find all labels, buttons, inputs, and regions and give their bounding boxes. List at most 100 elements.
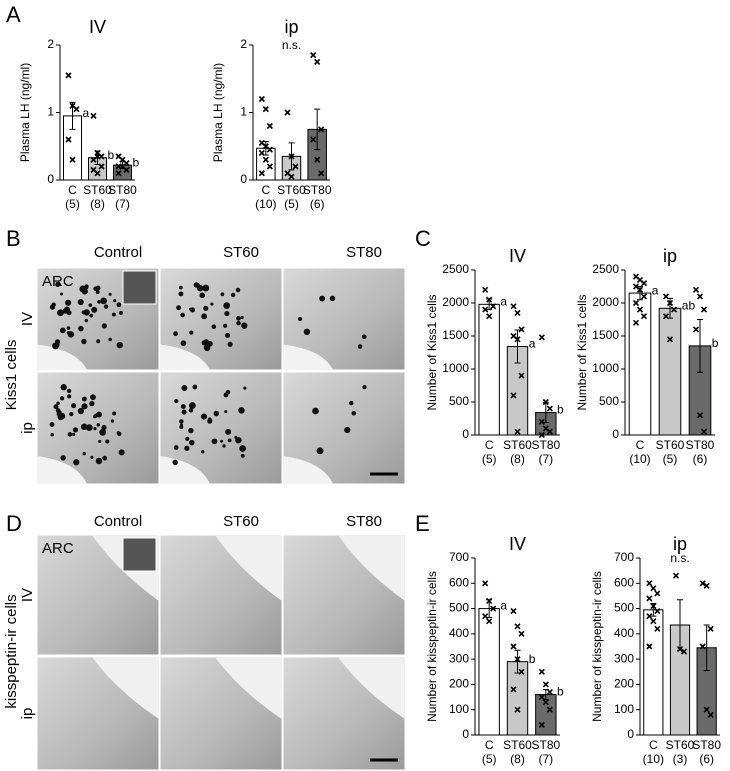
cell <box>60 292 64 296</box>
data-point <box>640 313 648 320</box>
significance-letter: a <box>500 294 507 308</box>
cell <box>57 309 64 317</box>
data-point <box>632 299 640 307</box>
y-tick-label: 0 <box>47 172 54 186</box>
cell <box>110 419 115 423</box>
data-point <box>538 721 545 728</box>
cell <box>59 396 65 401</box>
cell <box>199 292 206 299</box>
cell <box>220 292 225 297</box>
cell <box>55 281 61 287</box>
cell <box>224 310 230 317</box>
y-tick-label: 1 <box>240 105 247 119</box>
y-axis-label: Number of Kiss1 cells <box>425 294 439 410</box>
micrograph <box>282 371 406 485</box>
data-point <box>662 293 670 300</box>
data-point <box>292 163 299 170</box>
cell <box>189 439 195 446</box>
cell <box>101 323 107 329</box>
cell <box>66 388 72 394</box>
x-tick-label: ST60 <box>277 183 306 197</box>
panel-letter: A <box>6 2 21 27</box>
cell <box>99 428 107 436</box>
y-tick-label: 2000 <box>442 295 469 309</box>
cell <box>73 459 80 466</box>
ventricle <box>338 657 405 720</box>
data-point <box>314 156 321 163</box>
data-point <box>646 595 653 602</box>
group-size: (5) <box>284 197 299 211</box>
y-tick-label: 700 <box>449 550 469 564</box>
cell <box>180 404 186 409</box>
cell <box>108 292 112 296</box>
chart-title: IV <box>89 17 106 37</box>
cell <box>234 435 238 439</box>
cell <box>213 410 220 417</box>
panel-letter: E <box>415 511 430 536</box>
data-point <box>284 109 291 116</box>
data-point <box>514 706 521 713</box>
group-size: (6) <box>693 452 708 466</box>
y-tick-label: 2 <box>240 37 247 51</box>
y-tick-label: 100 <box>614 702 634 716</box>
cell <box>361 334 367 340</box>
data-point <box>94 153 101 160</box>
data-point <box>546 706 553 713</box>
data-point <box>696 412 704 419</box>
cell <box>185 436 190 441</box>
cell <box>176 305 182 311</box>
cell <box>84 318 89 323</box>
data-point <box>542 398 549 406</box>
cell <box>88 303 93 307</box>
cell <box>174 398 179 404</box>
data-point <box>538 431 545 439</box>
cell <box>49 422 55 427</box>
data-point <box>262 156 269 163</box>
cell <box>344 426 351 434</box>
y-tick-label: 200 <box>614 677 634 691</box>
data-point <box>518 630 525 637</box>
significance-letter: b <box>133 155 140 169</box>
significance-letter: b <box>712 336 719 350</box>
data-point <box>707 625 714 632</box>
cell <box>181 409 187 415</box>
cell <box>223 302 231 309</box>
cell <box>81 288 88 295</box>
chart-title: ip <box>284 17 298 37</box>
data-point <box>318 170 325 177</box>
y-tick-label: 0 <box>462 727 469 741</box>
cell <box>58 412 66 420</box>
bar <box>643 609 664 736</box>
cell <box>113 299 117 303</box>
row-label: ip <box>19 708 36 720</box>
cell <box>211 324 217 329</box>
cell <box>196 283 200 287</box>
data-point <box>90 112 97 119</box>
column-label: ST80 <box>346 244 382 261</box>
y-tick-label: 500 <box>449 601 469 615</box>
cell <box>203 344 211 352</box>
cell <box>180 340 187 347</box>
error-bar <box>703 624 710 672</box>
data-point <box>482 286 489 293</box>
y-tick-label: 0 <box>240 172 247 186</box>
data-point <box>266 122 273 130</box>
group-size: (10) <box>255 197 276 211</box>
column-label: ST80 <box>346 513 382 530</box>
cell <box>242 325 247 329</box>
data-point <box>542 699 549 706</box>
cell <box>225 332 231 338</box>
column-label: ST60 <box>223 513 259 530</box>
cell <box>319 295 326 302</box>
chart-title: IV <box>509 246 526 266</box>
data-point <box>699 580 706 587</box>
data-point <box>510 303 517 310</box>
ventricle <box>160 456 210 484</box>
cell <box>196 284 204 292</box>
data-point <box>490 605 497 612</box>
cell <box>116 341 124 349</box>
data-point <box>69 156 76 163</box>
data-point <box>538 334 545 341</box>
y-tick-label: 400 <box>614 626 634 640</box>
